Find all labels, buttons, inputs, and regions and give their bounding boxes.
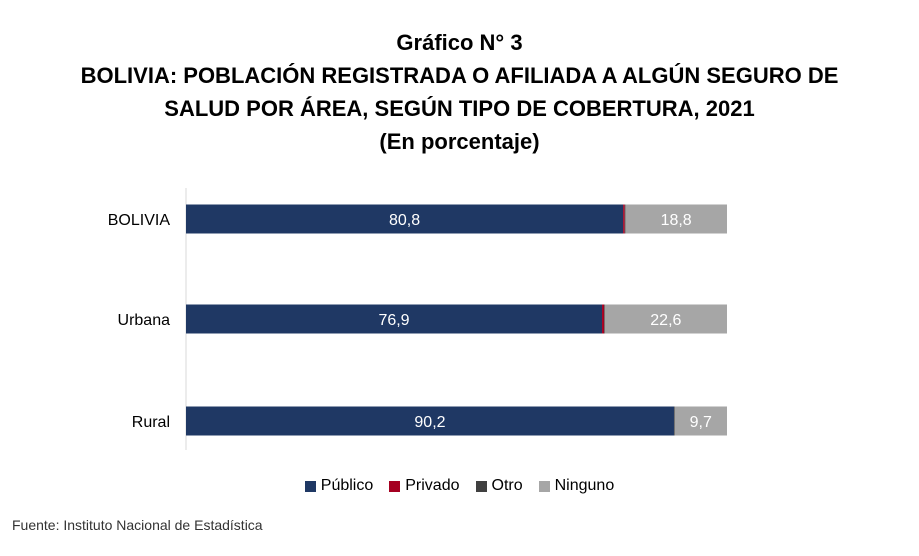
data-label: 76,9 (378, 312, 409, 329)
legend-swatch-ninguno (539, 481, 550, 492)
legend-label-publico: Público (321, 477, 373, 495)
legend-item-ninguno: Ninguno (539, 477, 615, 495)
category-label: Urbana (118, 312, 171, 329)
legend-item-publico: Público (305, 477, 373, 495)
category-label: Rural (132, 414, 170, 431)
source-note: Fuente: Instituto Nacional de Estadístic… (12, 517, 263, 533)
legend-swatch-privado (389, 481, 400, 492)
bar-segment-privado (623, 205, 625, 234)
category-label: BOLIVIA (108, 212, 171, 229)
data-label: 9,7 (690, 414, 712, 431)
legend-swatch-otro (476, 481, 487, 492)
legend-label-privado: Privado (405, 477, 459, 495)
legend-label-otro: Otro (492, 477, 523, 495)
data-label: 18,8 (661, 212, 692, 229)
data-label: 90,2 (414, 414, 445, 431)
chart-legend: Público Privado Otro Ninguno (0, 477, 919, 495)
legend-swatch-publico (305, 481, 316, 492)
data-label: 80,8 (389, 212, 420, 229)
bar-segment-privado (602, 305, 604, 334)
legend-item-privado: Privado (389, 477, 459, 495)
data-label: 22,6 (650, 312, 681, 329)
legend-label-ninguno: Ninguno (555, 477, 615, 495)
legend-item-otro: Otro (476, 477, 523, 495)
bar-chart: BOLIVIA 80,8 18,8 Urbana 76,9 22,6 Rural 90,2 9,… (0, 0, 919, 470)
